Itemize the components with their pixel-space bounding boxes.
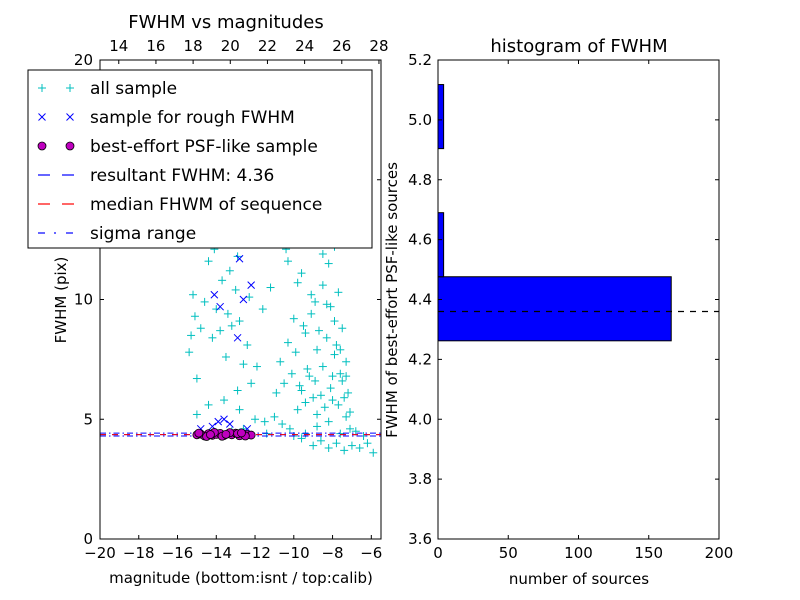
rough-sample-point-b [210,290,219,299]
left-top-x-tick-label: 14 [109,37,128,55]
rough-sample-point-b [208,422,217,431]
histogram-bar [438,276,672,342]
legend-box [27,69,373,249]
rough-sample-point-b [214,417,223,426]
right-plot-data [438,84,719,342]
rough-sample-point-b [216,302,225,311]
right-x-tick-label: 0 [433,544,443,562]
left-y-tick-label: 5 [83,410,93,428]
right-chart: 0 50 100 150 2003.63.84.04.24.44.64.85.05.2 … [383,36,733,588]
rough-sample-point-b [247,281,256,289]
histogram-bar [438,84,445,150]
rough-sample-point-b [235,254,244,263]
right-chart-title: histogram of FWHM [490,36,667,57]
rough-sample-point-b [220,415,228,424]
legend-best-effort-icon [37,141,47,151]
left-x-tick-label: −6 [360,544,382,562]
left-x-tick-label: −12 [239,544,271,562]
left-top-x-tick-label: 24 [295,37,314,55]
right-x-tick-label: 100 [564,544,593,562]
left-chart-title: FWHM vs magnitudes [128,12,323,33]
left-x-tick-label: −14 [200,544,232,562]
legend-label: all sample [90,79,177,99]
left-chart-legend: all sample sample for rough FWHM best-effo… [27,69,373,249]
right-y-tick-label: 5.0 [408,111,432,129]
best-effort-point [194,428,204,438]
left-top-x-tick-label: 20 [221,37,240,55]
left-y-tick-label: 20 [74,51,93,69]
rough-sample-point-b [239,295,248,304]
right-y-tick-label: 3.8 [408,470,432,488]
legend-label: sigma range [90,224,196,244]
right-y-tick-label: 4.6 [408,231,432,249]
left-x-tick-label: −18 [123,544,155,562]
best-effort-point [237,428,246,438]
right-y-axis-label: FWHM of best-effort PSF-like sources [383,162,401,438]
histogram-bar [438,212,445,278]
legend-label: sample for rough FWHM [90,108,295,128]
left-x-tick-label: −20 [84,544,116,562]
legend-rough-icon-b [38,113,46,121]
right-y-tick-label: 4.2 [408,350,432,368]
right-x-tick-label: 150 [634,544,663,562]
right-y-tick-label: 5.2 [408,51,432,69]
best-effort-point [206,430,215,439]
right-x-tick-label: 50 [499,544,518,562]
left-x-tick-label: −10 [278,544,310,562]
right-x-axis-label: number of sources [509,570,649,588]
legend-best-effort-icon-2 [65,141,75,151]
rough-sample-point-b [225,420,234,428]
right-y-tick-label: 4.8 [408,171,432,189]
left-x-axis-label: magnitude (bottom:isnt / top:calib) [109,569,373,587]
right-y-tick-label: 3.6 [408,530,432,548]
left-axes-ticks: −20 −18 −16 −14 −12 −10 −8 −6 14 16 18 20 22 24 26 28 0 5… [74,37,389,562]
legend-rough-icon-2-b [66,113,74,121]
left-x-tick-label: −8 [321,544,343,562]
legend-label: median FHWM of sequence [90,195,322,215]
left-top-x-tick-label: 26 [332,37,351,55]
left-y-axis-label: FWHM (pix) [52,257,70,344]
left-top-x-tick-label: 18 [184,37,203,55]
best-effort-point [221,429,231,439]
right-y-tick-label: 4.0 [408,410,432,428]
legend-label: resultant FWHM: 4.36 [90,166,274,186]
rough-sample-point-b [233,333,242,342]
left-y-tick-label: 10 [74,291,93,309]
right-x-tick-label: 200 [705,544,734,562]
left-top-x-tick-label: 22 [258,37,277,55]
left-y-tick-label: 0 [83,530,93,548]
right-y-tick-label: 4.4 [408,291,432,309]
legend-label: best-effort PSF-like sample [90,137,318,157]
left-top-x-tick-label: 28 [369,37,388,55]
right-axes-ticks: 0 50 100 150 200 3.6 3.8 4.0 4.2 4.4 4.6 4.8 5.0 5.2 [408,51,733,562]
left-x-tick-label: −16 [162,544,194,562]
left-top-x-tick-label: 16 [146,37,165,55]
